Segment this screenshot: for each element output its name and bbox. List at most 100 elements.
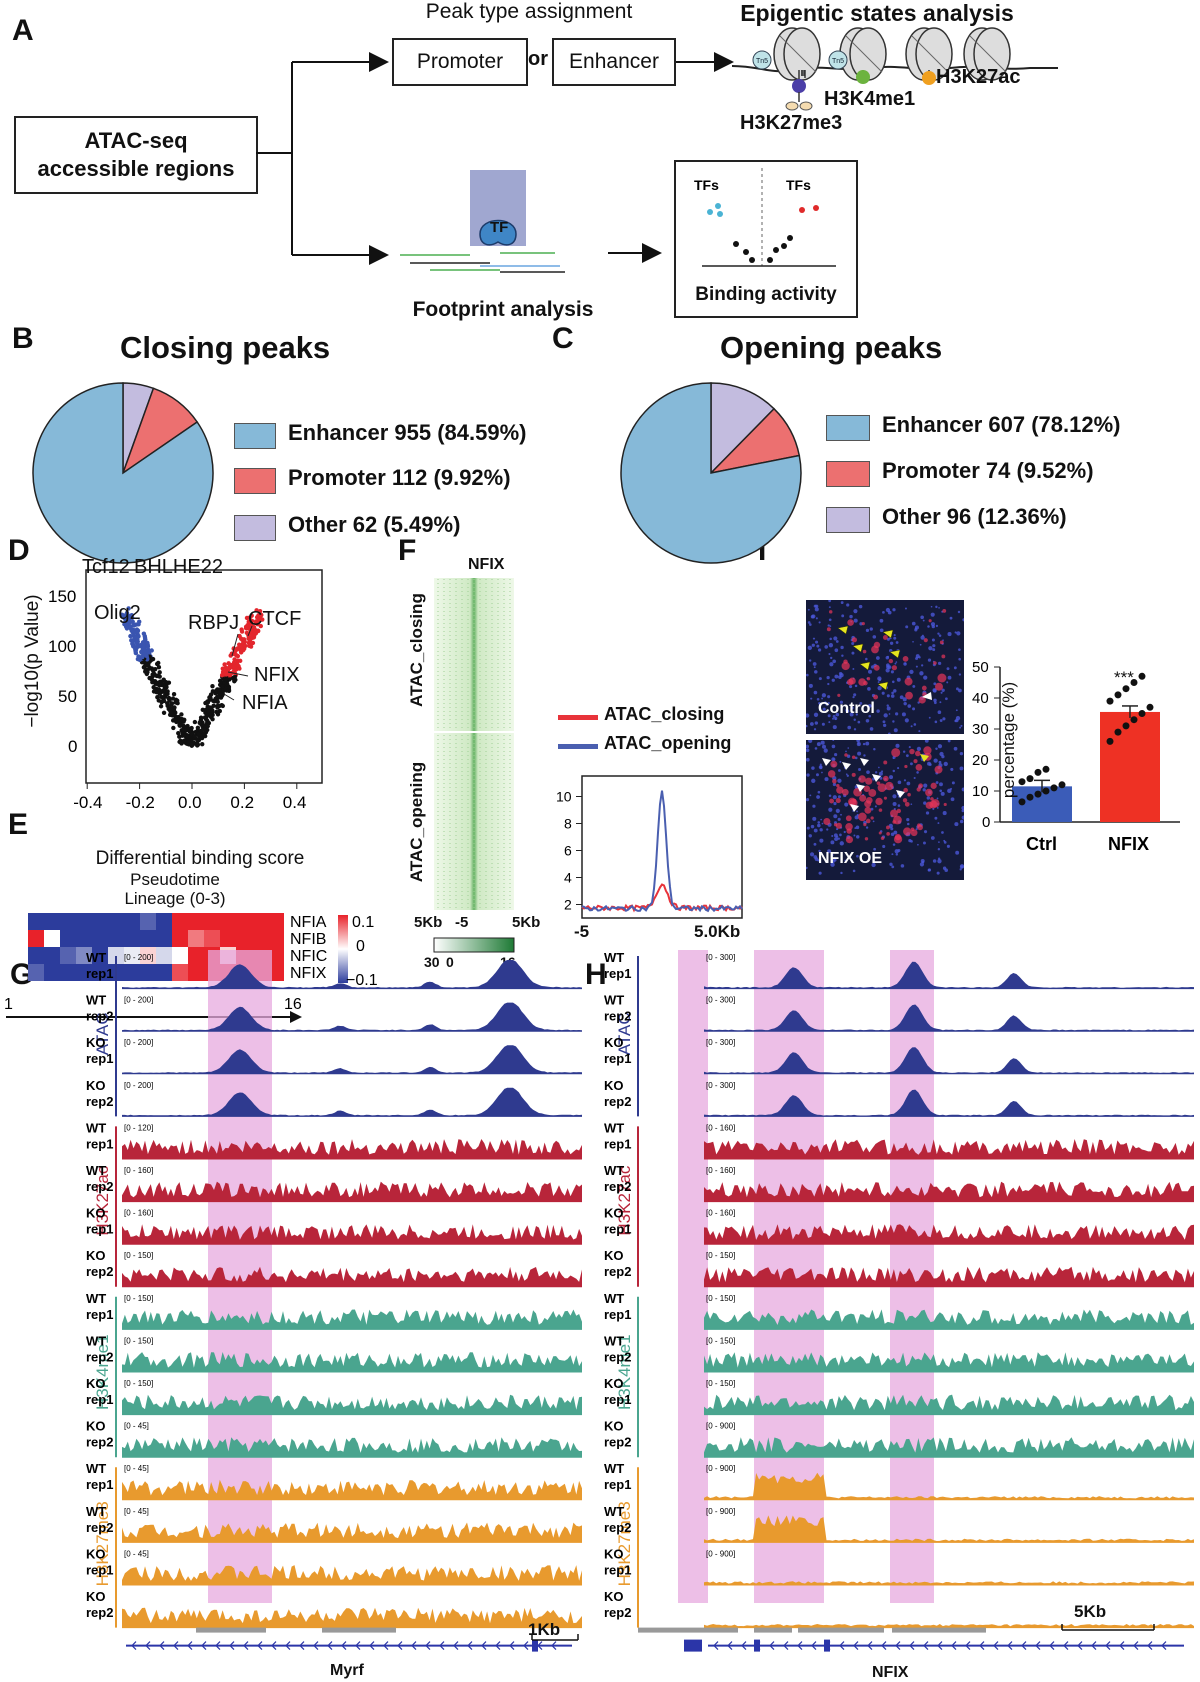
bar-ytick-label: 0 — [982, 814, 990, 831]
volcano-point — [215, 694, 220, 699]
volcano-xtick-label: -0.2 — [126, 793, 155, 812]
red-cell — [923, 638, 928, 643]
heat-cell — [172, 930, 188, 947]
legend-swatch-enhancer — [234, 423, 276, 449]
track-label: rep1 — [604, 1222, 631, 1237]
panel-letter-g: G — [10, 958, 34, 991]
nucleus-dot — [849, 614, 853, 619]
nucleus-dot — [961, 805, 964, 811]
signal-track — [704, 1224, 1194, 1245]
nucleus-dot — [830, 862, 835, 867]
volcano-point — [156, 665, 162, 670]
heat-row-label-nfib: NFIB — [290, 931, 326, 948]
nucleus-dot — [959, 752, 964, 756]
red-cell — [880, 836, 885, 840]
nucleus-dot — [956, 687, 959, 691]
nucleus-dot — [839, 760, 842, 763]
bar-ytick-label: 50 — [972, 660, 989, 676]
nucleus-dot — [850, 706, 854, 710]
annotation-bar — [798, 1627, 884, 1633]
nucleus-dot — [834, 837, 839, 842]
panel-letter-b: B — [12, 322, 34, 355]
red-cell — [903, 827, 912, 836]
volcano-point — [205, 723, 210, 729]
red-cell — [851, 772, 856, 777]
volcano-point — [219, 673, 225, 678]
red-cell — [875, 797, 883, 806]
annotation-bar — [754, 1627, 792, 1633]
nucleus-dot — [825, 703, 828, 706]
nucleus-dot — [886, 706, 891, 711]
exon — [684, 1639, 702, 1652]
nucleus-dot — [866, 770, 870, 774]
nucleus-dot — [940, 791, 945, 796]
red-cell — [861, 621, 865, 626]
heat-cell — [124, 964, 140, 981]
nucleus-dot — [947, 740, 951, 743]
volcano-point — [154, 673, 159, 679]
track-label: rep2 — [86, 1435, 113, 1450]
nucleus-dot — [832, 782, 837, 787]
volcano-point — [220, 684, 226, 689]
heat-row-label-nfic: NFIC — [290, 948, 327, 965]
nucleus-dot — [900, 864, 905, 868]
nucleus-dot — [871, 862, 876, 868]
nucleus-dot — [946, 844, 950, 848]
nucleus-dot — [902, 750, 906, 753]
legend-closing-text: ATAC_closing — [604, 704, 725, 724]
volcano-point — [159, 699, 164, 705]
strand-arrow — [131, 1641, 137, 1651]
nucleus-dot — [852, 696, 855, 699]
strand-arrow — [867, 1641, 873, 1651]
nucleus-dot — [933, 682, 937, 686]
nucleus-dot — [819, 763, 822, 766]
nucleus-dot — [818, 702, 821, 705]
track-range: [0 - 150] — [706, 1294, 735, 1303]
nucleus-dot — [951, 781, 955, 785]
track-label: WT — [604, 1163, 624, 1178]
track-range: [0 - 45] — [124, 1464, 149, 1473]
nucleus-dot — [828, 721, 831, 724]
track-range: [0 - 200] — [124, 1081, 153, 1090]
nucleus-dot — [945, 697, 948, 701]
opening-peaks-title: Opening peaks — [720, 330, 943, 365]
nucleus-dot — [897, 780, 902, 785]
nucleus-dot — [833, 636, 838, 641]
nucleus-dot — [853, 693, 857, 697]
track-range: [0 - 300] — [706, 1081, 735, 1090]
heat-cell — [108, 930, 124, 947]
track-label: KO — [86, 1078, 106, 1093]
volcano-plot: -0.4 -0.2 0.0 0.2 0.4 0 50 100 150 — [48, 569, 323, 812]
track-label: WT — [604, 1291, 624, 1306]
track-range: [0 - 150] — [124, 1251, 153, 1260]
exon — [754, 1639, 760, 1652]
binding-activity-box — [674, 160, 858, 318]
nucleus-dot — [822, 707, 826, 711]
pie-slice-enhancer — [620, 382, 802, 564]
nucleus-dot — [806, 713, 810, 718]
strand-arrow — [509, 1641, 515, 1651]
strand-arrow — [355, 1641, 361, 1651]
volcano-point — [211, 703, 216, 709]
volcano-point — [223, 665, 229, 671]
signal-track — [704, 1581, 1194, 1585]
track-label: rep2 — [604, 1094, 631, 1109]
nucleus-dot — [909, 669, 914, 675]
heat-cell — [268, 913, 284, 930]
nucleus-dot — [922, 619, 925, 622]
nucleus-dot — [813, 690, 818, 695]
nucleus-dot — [820, 740, 825, 745]
volcano-point — [231, 677, 237, 682]
red-cell — [893, 835, 903, 844]
bar-point — [1130, 716, 1138, 724]
volcano-point — [253, 620, 259, 626]
volcano-point — [212, 699, 217, 704]
nucleus-dot — [937, 822, 940, 824]
nucleus-dot — [816, 644, 820, 648]
strand-arrow — [1035, 1641, 1041, 1651]
nucleus-dot — [815, 640, 819, 644]
nucleus-dot — [939, 782, 943, 787]
track-label: rep1 — [604, 1477, 631, 1492]
nucleus-dot — [960, 724, 963, 727]
red-cell — [845, 815, 852, 822]
